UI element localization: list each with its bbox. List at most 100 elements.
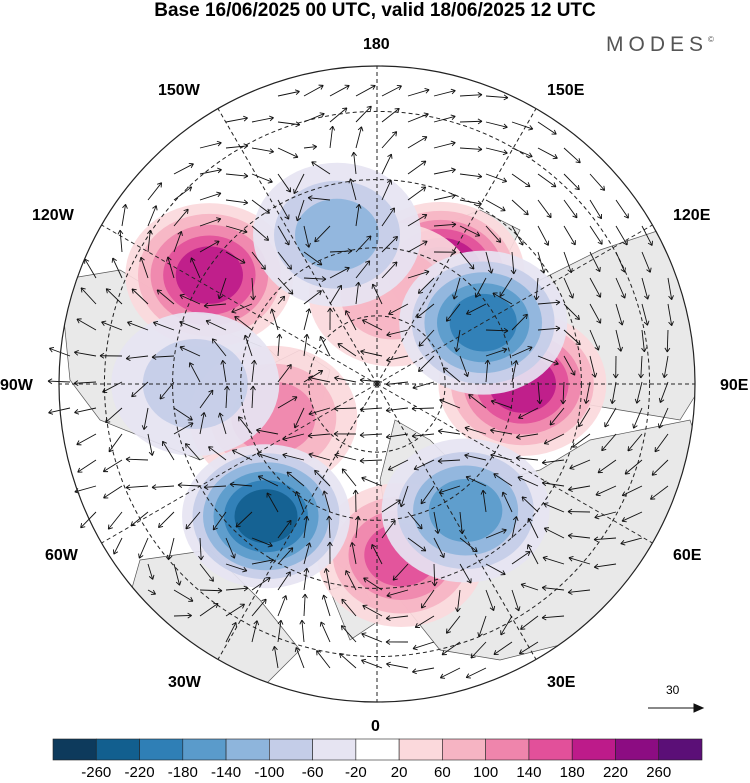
wind-arrow xyxy=(433,142,456,149)
wind-arrowhead xyxy=(501,491,507,497)
wind-arrowhead xyxy=(412,668,417,675)
wind-arrowhead xyxy=(568,486,573,492)
lon-label-120e: 120E xyxy=(673,207,711,224)
anomaly-center xyxy=(253,162,422,307)
wind-arrowhead xyxy=(286,264,292,270)
wind-arrow xyxy=(640,355,643,378)
wind-arrowhead xyxy=(231,308,237,314)
meridian-line xyxy=(217,108,378,385)
wind-arrowhead xyxy=(385,381,391,387)
wind-arrowhead xyxy=(599,185,606,191)
wind-arrowhead xyxy=(492,292,498,298)
wind-arrow xyxy=(381,108,400,123)
wind-arrow xyxy=(355,260,371,279)
wind-arrowhead xyxy=(387,465,394,471)
wind-arrowhead xyxy=(385,433,391,440)
wind-arrowhead xyxy=(292,396,298,402)
wind-arrow xyxy=(251,386,254,409)
wind-arrowhead xyxy=(424,269,430,276)
wind-arrowhead xyxy=(105,288,111,294)
wind-arrow xyxy=(225,386,228,409)
wind-arrowhead xyxy=(305,242,311,248)
wind-arrowhead xyxy=(493,650,499,656)
wind-arrow xyxy=(334,454,357,461)
wind-arrow xyxy=(485,529,507,539)
wind-arrow xyxy=(178,484,201,487)
wind-arrow xyxy=(407,136,428,149)
meridian-line xyxy=(217,383,378,660)
anomaly-contour xyxy=(234,489,298,544)
wind-arrowhead xyxy=(319,335,325,341)
colorbar-tick-label: -180 xyxy=(167,764,198,781)
colorbar-swatch xyxy=(528,738,573,761)
colorbar xyxy=(52,738,703,761)
wind-arrowhead xyxy=(341,598,347,604)
wind-arrowhead xyxy=(567,268,573,274)
wind-arrowhead xyxy=(638,373,644,379)
lon-label-180: 180 xyxy=(363,36,390,53)
wind-arrow xyxy=(438,459,461,462)
wind-arrow xyxy=(446,303,461,322)
wind-arrow xyxy=(211,338,227,357)
colorbar-swatch xyxy=(615,738,660,761)
wind-arrowhead xyxy=(484,359,491,365)
wind-arrowhead xyxy=(359,432,365,438)
wind-arrow xyxy=(362,605,383,617)
wind-arrow xyxy=(459,511,463,534)
wind-arrowhead xyxy=(102,467,109,473)
wind-arrow xyxy=(537,355,559,365)
wind-arrow xyxy=(107,511,123,530)
wind-arrowhead xyxy=(308,410,314,416)
wind-arrow xyxy=(485,199,506,212)
wind-arrowhead xyxy=(216,167,222,174)
wind-arrow xyxy=(173,589,194,602)
wind-arrowhead xyxy=(422,136,428,142)
wind-arrowhead xyxy=(515,455,521,462)
wind-arrowhead xyxy=(80,523,86,529)
anomaly-contour xyxy=(428,479,503,543)
wind-arrowhead xyxy=(527,517,533,523)
wind-arrowhead xyxy=(327,307,333,313)
wind-arrow xyxy=(235,511,253,528)
colorbar-swatch xyxy=(139,738,184,761)
wind-arrowhead xyxy=(316,650,322,656)
wind-arrowhead xyxy=(148,574,155,580)
wind-arrowhead xyxy=(437,458,443,464)
wind-arrow xyxy=(615,225,628,246)
wind-arrow xyxy=(407,511,423,530)
wind-arrowhead xyxy=(575,158,581,164)
wind-arrow xyxy=(295,491,305,513)
wind-arrow xyxy=(615,251,626,273)
wind-arrowhead xyxy=(316,290,322,296)
wind-arrowhead xyxy=(617,346,623,352)
colorbar-swatch xyxy=(658,738,703,761)
wind-arrow xyxy=(77,459,97,473)
wind-arrow xyxy=(407,240,428,253)
wind-arrow xyxy=(386,381,409,385)
wind-arrow xyxy=(537,147,558,159)
wind-arrow xyxy=(341,625,357,643)
wind-arrow xyxy=(361,477,383,487)
wind-arrow xyxy=(459,173,482,178)
anomaly-center xyxy=(381,438,550,583)
wind-arrow xyxy=(485,95,508,99)
wind-arrow xyxy=(360,350,383,357)
wind-arrow xyxy=(511,147,533,158)
wind-arrow xyxy=(578,407,591,428)
wind-arrowhead xyxy=(243,585,249,592)
wind-arrow xyxy=(500,615,513,636)
wind-arrow xyxy=(158,511,175,528)
wind-arrowhead xyxy=(445,628,451,634)
wind-arrowhead xyxy=(474,231,481,237)
wind-arrowhead xyxy=(303,567,310,573)
wind-arrowhead xyxy=(307,432,313,439)
wind-arrow xyxy=(355,235,372,253)
wind-arrow xyxy=(633,407,643,429)
wind-arrow xyxy=(615,199,629,219)
wind-arrow xyxy=(511,173,531,188)
wind-arrow xyxy=(433,194,456,201)
wind-arrowhead xyxy=(596,318,602,324)
meridian-line xyxy=(101,224,378,385)
wind-arrowhead xyxy=(574,314,580,321)
wind-arrow xyxy=(485,225,502,243)
